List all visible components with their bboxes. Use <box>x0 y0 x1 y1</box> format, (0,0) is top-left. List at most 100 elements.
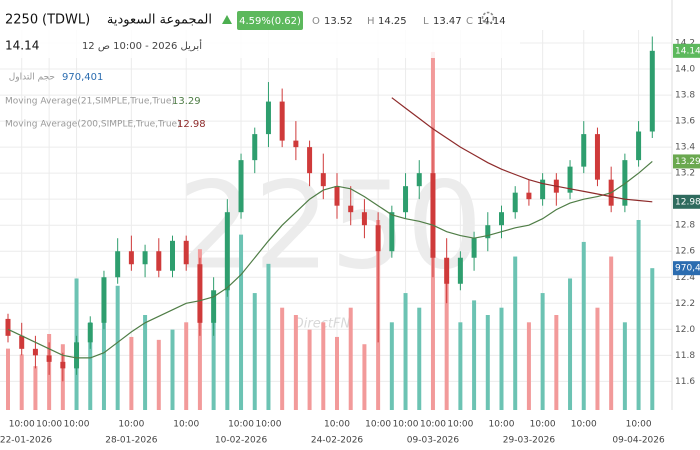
candle-body <box>581 134 587 167</box>
legend-volume-value: 970,401 <box>62 72 103 83</box>
x-tick-label: 10:00 <box>393 420 419 430</box>
x-date-label: 09-03-2026 <box>407 436 460 446</box>
volume-bar <box>581 241 586 410</box>
candle-body <box>211 290 217 323</box>
x-tick-label: 10:00 <box>173 420 199 430</box>
candle-body <box>279 101 285 141</box>
candle-body <box>444 257 450 284</box>
volume-bar <box>225 278 230 410</box>
volume-bar <box>458 322 463 410</box>
candle-body <box>252 134 258 161</box>
volume-bar <box>143 315 148 410</box>
settings-icon[interactable] <box>481 11 495 25</box>
volume-bar <box>622 322 627 410</box>
candle-body <box>115 251 121 278</box>
volume-bar <box>417 307 422 410</box>
candle-body <box>457 257 463 284</box>
last-value-box <box>673 43 700 58</box>
low: 13.47 <box>433 16 462 27</box>
x-date-label: 28-01-2026 <box>105 436 158 446</box>
candle-body <box>485 225 491 239</box>
price-axis: 11.611.812.012.212.412.612.813.013.213.4… <box>671 0 700 450</box>
candle-body <box>5 318 11 336</box>
candle-body <box>197 264 203 323</box>
volume-bar <box>293 315 298 410</box>
x-tick-label: 10:00 <box>9 420 35 430</box>
volume-bar <box>403 293 408 410</box>
x-tick-label: 10:00 <box>255 420 281 430</box>
volume-bar <box>389 322 394 410</box>
candle-body <box>334 186 340 206</box>
y-tick-label: 12.6 <box>675 247 695 257</box>
candle-body <box>594 134 600 180</box>
x-tick-label: 10:00 <box>626 420 652 430</box>
x-date-label: 22-01-2026 <box>0 436 52 446</box>
x-tick-label: 10:00 <box>530 420 556 430</box>
y-tick-label: 11.6 <box>675 377 695 387</box>
candle-body <box>142 251 148 265</box>
moving-average-line <box>7 160 653 359</box>
volume-bar <box>170 329 175 410</box>
change: 4.59%(0.62) <box>239 16 301 27</box>
candle-body <box>46 355 52 362</box>
candle-body <box>375 225 381 252</box>
y-tick-label: 12.8 <box>675 221 695 231</box>
legend-ma21: Moving Average(21,SIMPLE,True,True) <box>5 97 175 107</box>
high: 14.25 <box>378 16 407 27</box>
x-tick-label: 10:00 <box>118 420 144 430</box>
up-arrow <box>222 15 232 24</box>
volume-bar <box>101 307 106 410</box>
y-tick-label: 13.2 <box>675 169 695 179</box>
volume-bar <box>485 315 490 410</box>
volume-bar <box>156 339 161 410</box>
y-tick-label: 14.2 <box>675 39 695 49</box>
y-tick-label: 12.4 <box>675 273 695 283</box>
candle-body <box>101 277 107 323</box>
legend-ma21-value: 13.29 <box>172 96 201 107</box>
volume-bar <box>280 307 285 410</box>
candle-body <box>170 240 175 271</box>
volume-bar <box>526 322 531 410</box>
company-name: المجموعة السعودية <box>107 13 212 28</box>
last-value-label: 14.14 <box>675 46 700 56</box>
legend-ma200: Moving Average(200,SIMPLE,True,True) <box>5 120 181 130</box>
volume-bar <box>472 300 477 410</box>
last-value-label: 970,401 <box>675 264 700 274</box>
open: 13.52 <box>324 16 353 27</box>
last-price: 14.14 <box>5 39 39 53</box>
volume-bar <box>362 344 367 410</box>
volume-bar <box>568 278 573 410</box>
volume-bar <box>211 300 216 410</box>
y-tick-label: 13.8 <box>675 91 695 101</box>
candle-body <box>265 101 271 135</box>
candle-body <box>156 251 162 271</box>
volume-bar <box>129 336 134 410</box>
legend-volume: حجم التداول <box>9 73 55 83</box>
volume-bar <box>499 307 504 410</box>
volume-bar <box>239 234 244 410</box>
x-date-label: 10-02-2026 <box>215 436 268 446</box>
candle-body <box>403 186 409 213</box>
x-tick-label: 10:00 <box>571 420 597 430</box>
candle-body <box>512 192 518 213</box>
candle-body <box>471 238 477 258</box>
plot <box>5 36 655 411</box>
y-tick-label: 14.0 <box>675 65 695 75</box>
candle-body <box>540 179 546 200</box>
volume-bar <box>636 220 641 410</box>
candle-body <box>416 173 422 187</box>
volume-bar <box>348 307 353 410</box>
candle-body <box>128 251 134 265</box>
moving-average-line <box>391 97 653 203</box>
change-badge <box>237 11 303 30</box>
open-label: O <box>312 16 320 27</box>
candle-body <box>60 361 66 369</box>
y-tick-label: 13.4 <box>675 143 695 153</box>
x-tick-label: 10:00 <box>36 420 62 430</box>
x-date-label: 29-03-2026 <box>503 436 556 446</box>
x-tick-label: 10:00 <box>447 420 473 430</box>
x-tick-label: 10:00 <box>365 420 391 430</box>
candle-body <box>183 240 189 265</box>
